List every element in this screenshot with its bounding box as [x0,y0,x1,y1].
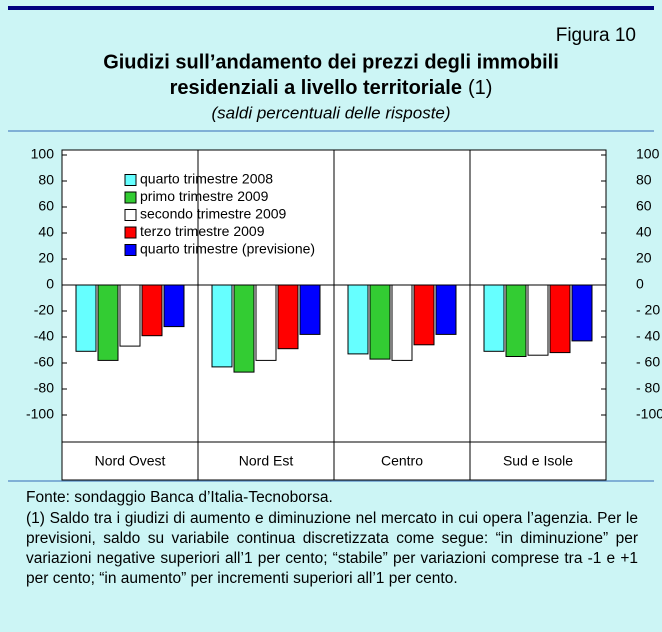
legend-swatch [124,209,137,221]
y-tick-label: -80 [34,380,54,396]
title-note: (1) [468,77,492,99]
y2-tick-label: 40 [636,224,652,240]
y2-tick-label: 0 [636,276,644,292]
legend-swatch [124,244,137,256]
legend-label: secondo trimestre 2009 [140,206,287,222]
y-tick-label: 0 [46,276,54,292]
y-tick-label: -20 [34,302,54,318]
subtitle: (saldi percentuali delle risposte) [211,103,450,122]
y-tick-label: 20 [38,250,54,266]
y-tick-label: 60 [38,198,54,214]
legend-label: quarto trimestre 2008 [140,171,273,187]
y-tick-label: 100 [31,146,55,162]
legend-label: primo trimestre 2009 [140,188,269,204]
y2-tick-label: - 80 [636,380,660,396]
y-tick-label: 40 [38,224,54,240]
y2-tick-label: 100 [636,146,660,162]
bar [163,284,185,328]
bar [527,284,549,356]
bar [277,284,299,350]
bar [119,284,141,347]
bar [255,284,277,361]
bar [549,284,571,354]
bar [233,284,255,373]
y2-tick-label: 80 [636,172,652,188]
bar [391,284,413,361]
footnote: (1) Saldo tra i giudizi di aumento e dim… [26,510,638,587]
bar [505,284,527,357]
y2-tick-label: - 40 [636,328,660,344]
legend-swatch [124,191,137,204]
y-tick-label: 80 [38,172,54,188]
y-tick-label: -100 [26,406,54,422]
bar [483,284,505,352]
bar [347,284,369,355]
legend-swatch [124,174,137,186]
chart-title: residenziali a livello territoriale (1) [170,77,493,99]
y2-tick-label: - 20 [636,302,660,318]
y2-tick-label: 20 [636,250,652,266]
chart-title: Giudizi sull’andamento dei prezzi degli … [103,51,559,73]
bar [369,284,391,360]
bar [299,284,321,335]
y-tick-label: -60 [34,354,54,370]
y2-tick-label: -100 [636,406,662,422]
legend-swatch [124,226,137,239]
x-tick-label: Nord Est [239,453,294,469]
x-tick-label: Sud e Isole [503,453,573,469]
bar [97,284,119,361]
y-tick-label: -40 [34,328,54,344]
y2-tick-label: - 60 [636,354,660,370]
x-tick-label: Nord Ovest [95,453,166,469]
source-note: Fonte: sondaggio Banca d’Italia-Tecnobor… [26,489,333,506]
legend-label: quarto trimestre (previsione) [140,241,315,257]
bar [141,284,163,337]
bar [413,284,435,346]
figure-label: Figura 10 [556,25,636,46]
chart-title: residenziali a livello territoriale [170,77,462,99]
top-rule [8,6,654,10]
bar [75,284,97,352]
y2-tick-label: 60 [636,198,652,214]
legend-label: terzo trimestre 2009 [140,223,265,239]
x-tick-label: Centro [381,453,423,469]
bar [571,284,593,342]
bar [211,284,233,368]
bar [435,284,457,335]
